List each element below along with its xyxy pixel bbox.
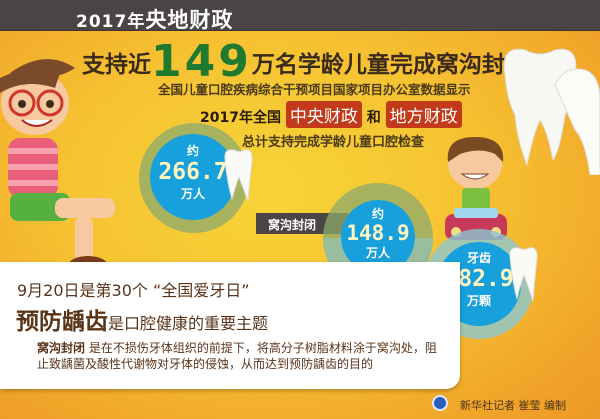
xinhua-logo-icon [432, 395, 448, 411]
headline-prefix: 支持近 [82, 52, 151, 78]
stat-sealant-children: 约 148.9 万人 [341, 200, 415, 274]
description-term: 窝沟封闭 [37, 341, 86, 355]
stat-checkups-prefix: 约 [186, 144, 199, 158]
headline-number: 149 [151, 36, 252, 87]
info-card: 9月20日是第30个 “全国爱牙日” 预防龋齿是口腔健康的重要主题 窝沟封闭 是… [0, 262, 460, 389]
stat-teeth-unit: 万颗 [466, 294, 491, 308]
header-title-text: 央地财政 [145, 8, 234, 32]
stat-sealant-unit: 万人 [365, 246, 390, 260]
local-finance-tag: 地方财政 [385, 101, 462, 128]
theme-rest: 是口腔健康的重要主题 [108, 314, 269, 333]
sealant-description: 窝沟封闭 是在不损伤牙体组织的前提下，将高分子树脂材料涂于窝沟处，阻止致龋菌及酸… [37, 340, 437, 372]
stat-sealant-prefix: 约 [371, 207, 384, 221]
funding-and: 和 [366, 110, 381, 126]
tooth-large-icon [503, 48, 600, 175]
stat-checkups-value: 266.7 [158, 159, 228, 185]
funding-prefix: 2017年全国 [200, 110, 281, 126]
girl-illustration [0, 59, 115, 276]
headline-suffix: 万名学龄儿童完成窝沟封闭 [251, 52, 528, 78]
credit: 新华社记者 崔莹 编制 [460, 399, 566, 412]
header-bar: 2017年央地财政 [0, 0, 600, 34]
header-title: 2017年央地财政 [76, 4, 233, 34]
stat-checkups: 约 266.7 万人 [150, 134, 236, 220]
stat-teeth-prefix: 牙齿 [466, 251, 491, 265]
theme-line: 预防龋齿是口腔健康的重要主题 [16, 302, 268, 336]
theme-bold: 预防龋齿 [16, 309, 108, 335]
central-finance-tag: 中央财政 [285, 101, 362, 128]
dental-day-line: 9月20日是第30个 “全国爱牙日” [17, 281, 250, 300]
description-text: 是在不损伤牙体组织的前提下，将高分子树脂材料涂于窝沟处，阻止致龋菌及酸性代谢物对… [37, 341, 437, 371]
headline: 支持近149万名学龄儿童完成窝沟封闭 [82, 32, 528, 87]
tooth-small-icon-2 [509, 247, 538, 302]
header-year: 2017年 [76, 12, 146, 32]
tooth-small-icon [224, 149, 253, 202]
source-line: 全国儿童口腔疾病综合干预项目国家项目办公室数据显示 [158, 82, 471, 97]
stat-sealant-value: 148.9 [346, 221, 410, 245]
checkup-line: 总计支持完成学龄儿童口腔检查 [242, 135, 425, 150]
stat-checkups-unit: 万人 [180, 187, 205, 201]
funding-line: 2017年全国 中央财政 和 地方财政 [200, 101, 462, 128]
